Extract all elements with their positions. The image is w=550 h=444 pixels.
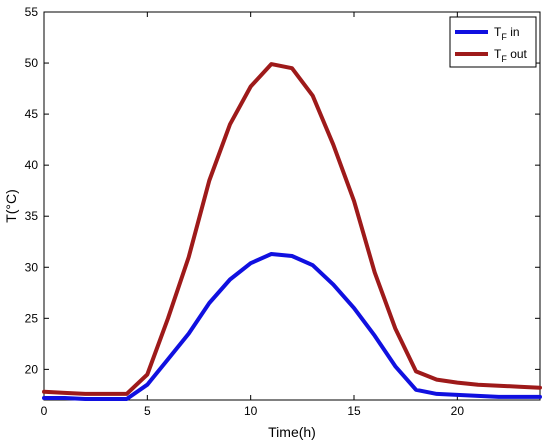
legend-label-name: out: [510, 47, 527, 61]
x-axis-label: Time(h): [268, 424, 316, 440]
y-tick-label: 50: [25, 56, 39, 70]
y-tick-label: 30: [25, 260, 39, 274]
legend-label-base: T: [494, 25, 502, 39]
y-tick-label: 25: [25, 311, 39, 325]
x-tick-label: 15: [347, 404, 361, 418]
y-tick-label: 55: [25, 5, 39, 19]
legend-label-subscript: F: [501, 54, 507, 64]
legend-label-out: TF out: [494, 47, 528, 64]
x-tick-label: 5: [144, 404, 151, 418]
legend-label-in: TF in: [494, 25, 520, 42]
y-tick-label: 45: [25, 107, 39, 121]
series-line-in: [42, 252, 542, 401]
x-tick-label: 20: [451, 404, 465, 418]
legend-label-base: T: [494, 47, 502, 61]
y-tick-label: 40: [25, 158, 39, 172]
y-tick-label: 20: [25, 362, 39, 376]
series-lines: [42, 62, 542, 401]
y-tick-label: 35: [25, 209, 39, 223]
legend-label-subscript: F: [501, 32, 507, 42]
x-tick-label: 10: [244, 404, 258, 418]
series-line-out: [42, 62, 542, 396]
axis-ticks: 0 5 10 15 20 20 25 30 35 40 45 50 55: [25, 5, 540, 418]
legend-label-name: in: [510, 25, 519, 39]
plot-area-frame: [43, 11, 541, 401]
y-axis-label: T(°C): [3, 189, 19, 223]
legend-box: [449, 16, 537, 68]
x-tick-label: 0: [41, 404, 48, 418]
